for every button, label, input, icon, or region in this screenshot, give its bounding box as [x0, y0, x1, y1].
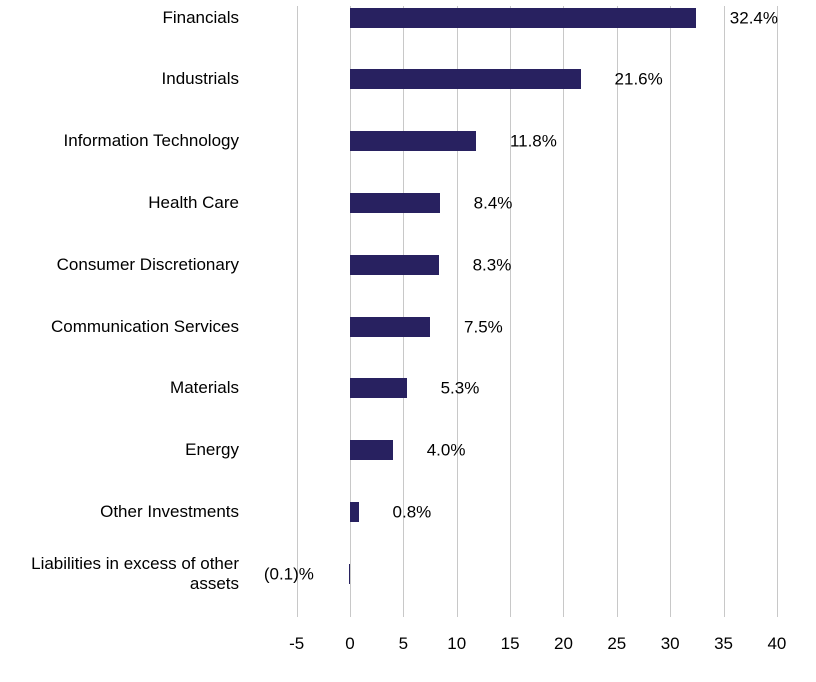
bar [350, 131, 476, 152]
x-axis-tick-label: 25 [607, 634, 627, 653]
bar [350, 192, 440, 213]
value-label: 5.3% [440, 378, 480, 398]
gridline [510, 6, 512, 617]
gridline [723, 6, 725, 617]
gridline [616, 6, 618, 617]
x-axis-tick-label: 35 [714, 634, 734, 653]
x-axis-tick-label: 10 [447, 634, 467, 653]
bar [350, 378, 407, 399]
x-axis-tick-label: 40 [767, 634, 787, 653]
bar [350, 7, 696, 28]
x-axis-tick-label: 15 [500, 634, 520, 653]
value-label: 8.3% [472, 255, 512, 275]
x-axis-tick-label: 5 [398, 634, 409, 653]
bar [348, 563, 350, 584]
value-label: 32.4% [729, 8, 778, 27]
category-label: Energy [185, 440, 239, 460]
x-axis-tick-label: 0 [345, 634, 355, 653]
value-label: 11.8% [509, 131, 557, 151]
category-label: Industrials [161, 69, 239, 89]
category-label: Communication Services [50, 316, 239, 336]
x-axis-tick-label: -5 [289, 634, 305, 653]
bar [350, 501, 359, 522]
gridline [350, 6, 351, 617]
gridline [563, 6, 565, 617]
bar [350, 69, 581, 90]
category-label: Materials [170, 378, 239, 398]
value-label: 8.4% [473, 193, 513, 213]
x-axis-tick-label: 30 [660, 634, 680, 653]
bar [350, 254, 439, 275]
category-label: Information Technology [63, 131, 239, 151]
gridline [296, 6, 298, 617]
category-label: Financials [162, 7, 239, 27]
category-label: Liabilities in excess of other assets [31, 553, 239, 593]
x-axis-tick-label: 20 [553, 634, 573, 653]
value-label: 21.6% [614, 69, 663, 89]
value-label: 0.8% [392, 502, 432, 522]
category-label: Consumer Discretionary [56, 254, 239, 274]
gridline [776, 6, 778, 617]
bar [350, 440, 393, 461]
value-label: 4.0% [426, 440, 466, 460]
category-label: Health Care [148, 192, 239, 212]
gridline [456, 6, 458, 617]
gridline [403, 6, 405, 617]
bar [350, 316, 431, 337]
category-label: Other Investments [100, 501, 239, 521]
value-label: 7.5% [464, 317, 503, 336]
value-label: (0.1)% [263, 564, 314, 584]
gridline [670, 6, 672, 617]
